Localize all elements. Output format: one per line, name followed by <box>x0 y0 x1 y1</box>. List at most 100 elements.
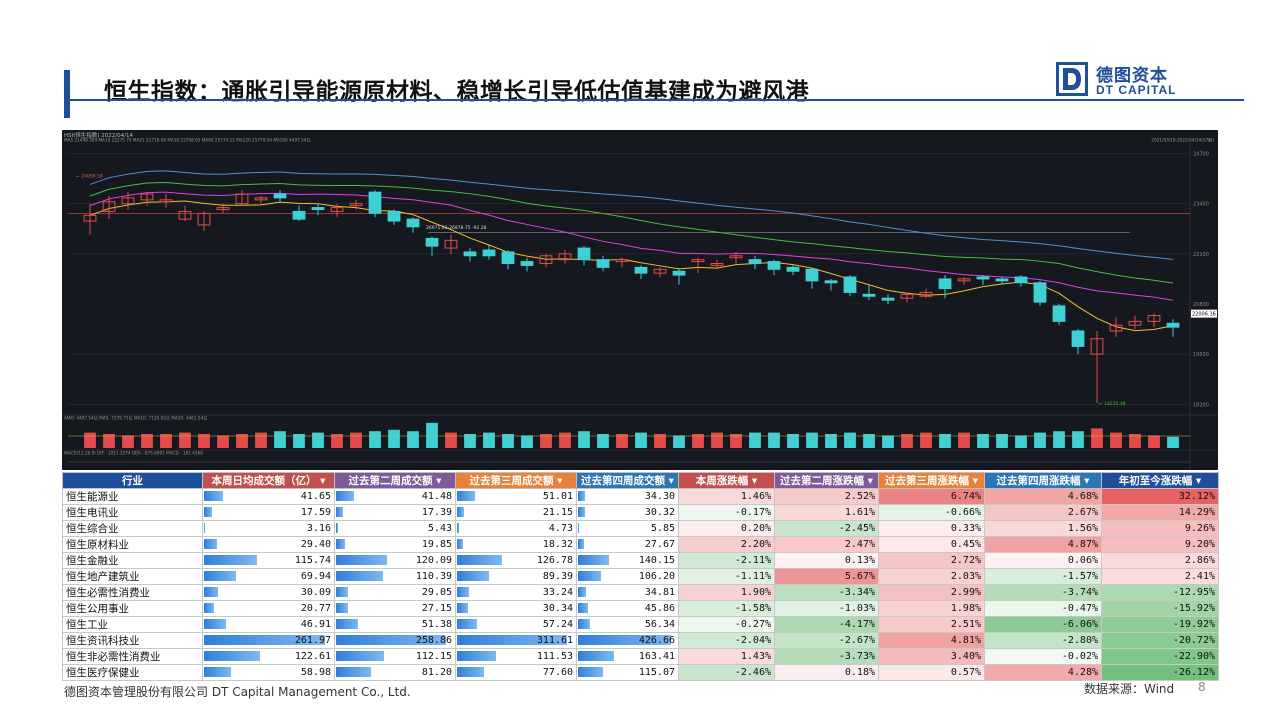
column-header[interactable]: 过去第二周涨跌幅 ▾ <box>774 472 879 489</box>
volume-bar <box>787 434 799 448</box>
change-cell: -2.46% <box>678 664 775 681</box>
column-header[interactable]: 本周日均成交额（亿） ▾ <box>202 472 335 489</box>
column-header[interactable]: 年初至今涨跌幅 ▾ <box>1101 472 1219 489</box>
volume-value: 33.24 <box>542 587 573 598</box>
volume-bar <box>122 435 134 448</box>
volume-cell: 115.74 <box>202 552 335 569</box>
table-row: 恒生医疗保健业 58.98 81.20 77.60 115.07 -2.46% 0.18% 0… <box>62 664 1219 681</box>
candle-body <box>178 210 192 220</box>
change-cell: 4.81% <box>878 632 985 649</box>
volume-bar <box>768 432 780 448</box>
candle-body <box>349 203 363 207</box>
volume-bar <box>198 434 210 448</box>
volume-value: 122.61 <box>294 651 331 662</box>
logo-mark-icon <box>1056 62 1088 96</box>
table-row: 恒生金融业 115.74 120.09 126.78 140.15 -2.11% 0.13%… <box>62 552 1219 569</box>
candle-body <box>254 197 268 201</box>
candle-body <box>748 259 762 264</box>
volume-bar <box>939 434 951 448</box>
table-row: 恒生必需性消费业 30.09 29.05 33.24 34.81 1.90% -3.34% 2… <box>62 584 1219 601</box>
volume-bar <box>977 434 989 448</box>
volume-bar <box>179 432 191 448</box>
column-header[interactable]: 过去第四周成交额 ▾ <box>576 472 679 489</box>
candle-body <box>900 293 914 299</box>
volume-cell: 3.16 <box>202 520 335 537</box>
volume-bar <box>597 434 609 448</box>
change-cell: -1.57% <box>984 568 1102 585</box>
change-cell: 2.41% <box>1101 568 1219 585</box>
table-row: 恒生原材料业 29.40 19.85 18.32 27.67 2.20% 2.47% 0.45… <box>62 536 1219 553</box>
candle-body <box>1128 320 1142 326</box>
candle-body <box>843 276 857 293</box>
change-cell: -2.04% <box>678 632 775 649</box>
volume-bar <box>1034 432 1046 448</box>
volume-bar <box>84 432 96 448</box>
volume-databar <box>578 651 614 661</box>
volume-value: 29.40 <box>300 539 331 550</box>
column-header[interactable]: 本周涨跌幅 ▾ <box>678 472 775 489</box>
page-number: 8 <box>1198 680 1206 694</box>
volume-cell: 27.15 <box>334 600 456 617</box>
volume-value: 115.07 <box>638 667 675 678</box>
change-cell: 2.51% <box>878 616 985 633</box>
change-cell: -0.27% <box>678 616 775 633</box>
table-header-row: 行业 本周日均成交额（亿） ▾ 过去第二周成交额 ▾ 过去第三周成交额 ▾ 过去第四周成… <box>62 472 1219 489</box>
volume-bar <box>844 432 856 448</box>
table-row: 恒生电讯业 17.59 17.39 21.15 30.32 -0.17% 1.61% -0.6… <box>62 504 1219 521</box>
candle-body <box>83 214 97 222</box>
sector-name: 恒生医疗保健业 <box>62 664 203 681</box>
volume-value: 56.34 <box>644 619 675 630</box>
candle-body <box>425 237 439 247</box>
column-header[interactable]: 过去第二周成交额 ▾ <box>334 472 456 489</box>
column-header[interactable]: 过去第四周涨跌幅 ▾ <box>984 472 1102 489</box>
change-cell: -19.92% <box>1101 616 1219 633</box>
change-cell: 2.72% <box>878 552 985 569</box>
column-header[interactable]: 过去第三周成交额 ▾ <box>455 472 577 489</box>
candle-body <box>197 212 211 226</box>
volume-cell: 77.60 <box>455 664 577 681</box>
volume-value: 30.32 <box>644 507 675 518</box>
volume-value: 110.39 <box>415 571 452 582</box>
volume-cell: 112.15 <box>334 648 456 665</box>
volume-value: 5.43 <box>427 523 452 534</box>
candle-body <box>444 239 458 249</box>
volume-bar <box>673 435 685 448</box>
volume-value: 126.78 <box>536 555 573 566</box>
volume-value: 3.16 <box>306 523 331 534</box>
chart-header: HSI(恒生指数) 2022/04/14 <box>64 131 133 139</box>
change-cell: -1.03% <box>774 600 879 617</box>
sector-name: 恒生综合业 <box>62 520 203 537</box>
macd-legend: MACD(12,26,9) DIF: -1011.3274 DEA: -875.… <box>64 451 203 456</box>
change-cell: -3.73% <box>774 648 879 665</box>
candle-body <box>881 297 895 301</box>
change-cell: -12.95% <box>1101 584 1219 601</box>
volume-databar <box>578 635 671 645</box>
volume-value: 21.15 <box>542 507 573 518</box>
change-cell: 2.03% <box>878 568 985 585</box>
change-cell: 1.43% <box>678 648 775 665</box>
column-header[interactable]: 过去第三周涨跌幅 ▾ <box>878 472 985 489</box>
sector-name: 恒生工业 <box>62 616 203 633</box>
volume-databar <box>336 603 348 613</box>
candle-body <box>273 193 287 199</box>
volume-value: 163.41 <box>638 651 675 662</box>
y-tick-label: 22100 <box>1193 252 1209 258</box>
volume-bar <box>1053 431 1065 448</box>
last-price-label: 22006.16 <box>1192 312 1216 318</box>
sector-name: 恒生能源业 <box>62 488 203 505</box>
change-cell: -3.74% <box>984 584 1102 601</box>
ma30-line <box>89 181 1174 284</box>
column-header[interactable]: 行业 <box>62 472 203 489</box>
volume-cell: 21.15 <box>455 504 577 521</box>
volume-cell: 426.66 <box>576 632 679 649</box>
volume-cell: 51.38 <box>334 616 456 633</box>
volume-bar <box>160 434 172 448</box>
candle-body <box>216 207 230 210</box>
change-cell: 2.99% <box>878 584 985 601</box>
volume-cell: 58.98 <box>202 664 335 681</box>
candle-body <box>1071 330 1085 347</box>
change-cell: 2.67% <box>984 504 1102 521</box>
volume-bar <box>1110 432 1122 448</box>
candle-body <box>1033 282 1047 303</box>
